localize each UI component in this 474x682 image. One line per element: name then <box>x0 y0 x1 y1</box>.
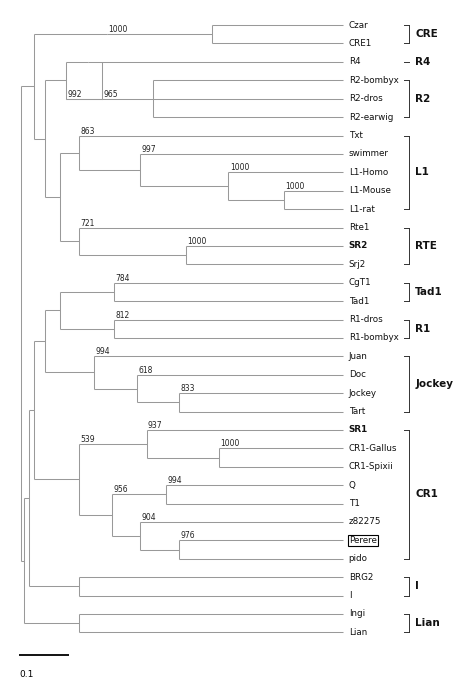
Text: pido: pido <box>349 554 368 563</box>
Text: BRG2: BRG2 <box>349 573 373 582</box>
Text: Tad1: Tad1 <box>349 297 369 306</box>
Text: R1-dros: R1-dros <box>349 315 383 324</box>
Text: R1: R1 <box>415 324 430 333</box>
Text: L1-rat: L1-rat <box>349 205 374 213</box>
Text: 997: 997 <box>141 145 156 154</box>
Text: Rte1: Rte1 <box>349 223 369 232</box>
Text: CR1: CR1 <box>415 490 438 499</box>
Text: Doc: Doc <box>349 370 365 379</box>
Text: 937: 937 <box>148 421 163 430</box>
Text: L1-Mouse: L1-Mouse <box>349 186 391 195</box>
Text: 976: 976 <box>181 531 195 540</box>
Text: I: I <box>415 581 419 591</box>
Text: Tad1: Tad1 <box>415 287 443 297</box>
Text: Jockey: Jockey <box>415 379 453 389</box>
Text: 1000: 1000 <box>220 439 239 448</box>
Text: 863: 863 <box>81 126 95 136</box>
Text: 1000: 1000 <box>285 181 305 191</box>
Text: CRE: CRE <box>415 29 438 40</box>
Text: T1: T1 <box>349 499 360 508</box>
Text: z82275: z82275 <box>349 518 381 527</box>
Text: Jockey: Jockey <box>349 389 377 398</box>
Text: 784: 784 <box>115 273 130 283</box>
Text: SR2: SR2 <box>349 241 368 250</box>
Text: CgT1: CgT1 <box>349 278 371 287</box>
Text: 994: 994 <box>96 347 110 357</box>
Text: CR1-Spixii: CR1-Spixii <box>349 462 393 471</box>
Text: R1-bombyx: R1-bombyx <box>349 333 399 342</box>
Text: Q: Q <box>349 481 356 490</box>
Text: Tart: Tart <box>349 407 365 416</box>
Text: 0.1: 0.1 <box>19 670 34 679</box>
Text: 904: 904 <box>141 513 156 522</box>
Text: Lian: Lian <box>415 618 440 628</box>
Text: 992: 992 <box>68 90 82 99</box>
Text: CR1-Gallus: CR1-Gallus <box>349 444 397 453</box>
Text: L1-Homo: L1-Homo <box>349 168 388 177</box>
Text: 618: 618 <box>138 366 153 374</box>
Text: RTE: RTE <box>415 241 437 251</box>
Text: I: I <box>349 591 351 600</box>
Text: SR1: SR1 <box>349 426 368 434</box>
Text: 956: 956 <box>114 486 128 494</box>
Text: Srj2: Srj2 <box>349 260 366 269</box>
Text: Czar: Czar <box>349 20 368 29</box>
Text: Lian: Lian <box>349 628 367 637</box>
Text: 1000: 1000 <box>230 163 249 173</box>
Text: R2-bombyx: R2-bombyx <box>349 76 399 85</box>
Text: L1: L1 <box>415 167 429 177</box>
Text: 721: 721 <box>81 218 95 228</box>
Text: Txt: Txt <box>349 131 363 140</box>
Text: R2: R2 <box>415 93 430 104</box>
Text: Ingi: Ingi <box>349 610 365 619</box>
Text: 812: 812 <box>115 310 129 320</box>
Text: 1000: 1000 <box>109 25 128 34</box>
Text: R4: R4 <box>415 57 430 67</box>
Text: R2-earwig: R2-earwig <box>349 113 393 121</box>
Text: 833: 833 <box>181 384 195 393</box>
Text: R2-dros: R2-dros <box>349 94 383 103</box>
Text: 965: 965 <box>104 90 118 99</box>
Text: Perere: Perere <box>349 536 376 545</box>
Text: 994: 994 <box>168 476 182 485</box>
Text: Juan: Juan <box>349 352 367 361</box>
Text: 1000: 1000 <box>187 237 207 246</box>
Text: R4: R4 <box>349 57 360 66</box>
Text: 539: 539 <box>81 434 95 444</box>
Text: swimmer: swimmer <box>349 149 389 158</box>
Text: CRE1: CRE1 <box>349 39 372 48</box>
